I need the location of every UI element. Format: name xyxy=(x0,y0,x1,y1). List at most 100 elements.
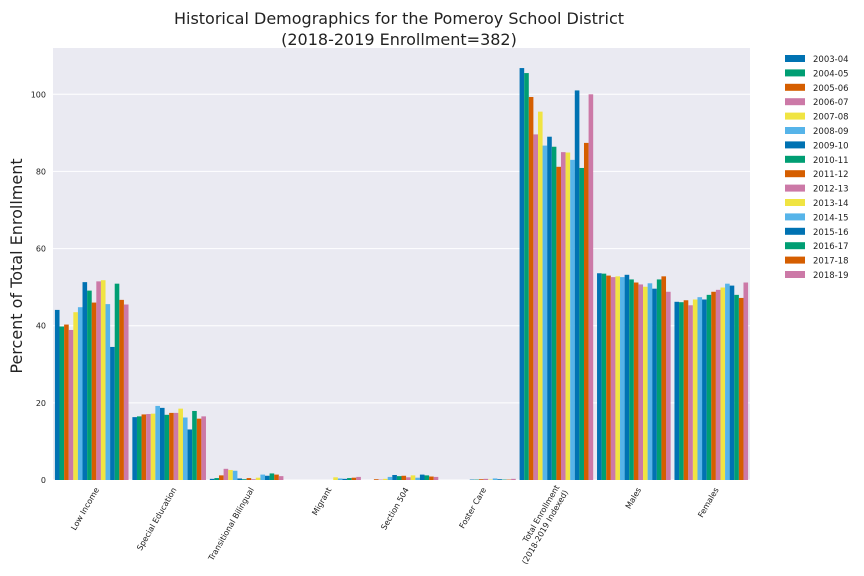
x-tick-label: Total Enrollment(2018-2019 Indexed) xyxy=(512,484,571,566)
bar xyxy=(164,414,170,480)
bar xyxy=(333,477,338,480)
y-axis-ticks: 0 20 40 60 80 100 xyxy=(31,90,46,485)
legend-label: 2010-11 xyxy=(813,156,849,166)
bar xyxy=(351,477,357,480)
bar xyxy=(565,152,571,480)
bar xyxy=(738,297,744,480)
bar xyxy=(620,277,625,480)
legend-swatch xyxy=(785,271,805,278)
bar xyxy=(597,273,602,480)
bar xyxy=(652,288,657,480)
bars xyxy=(54,68,749,481)
bar xyxy=(702,299,707,480)
bar xyxy=(387,476,393,480)
bar xyxy=(223,468,229,480)
bar xyxy=(182,417,188,480)
legend-swatch xyxy=(785,83,805,91)
bar xyxy=(537,111,543,480)
bar xyxy=(560,152,566,480)
bar xyxy=(73,312,78,480)
legend-swatch xyxy=(785,98,805,106)
bar xyxy=(533,134,538,480)
bar xyxy=(415,477,420,480)
bar xyxy=(419,474,425,480)
bar xyxy=(64,324,69,480)
bar xyxy=(528,96,534,481)
bar xyxy=(610,277,616,480)
legend-swatch xyxy=(785,256,805,264)
bar xyxy=(146,414,151,480)
bar xyxy=(232,470,238,480)
bar xyxy=(715,289,721,480)
bar xyxy=(734,294,739,480)
bar xyxy=(373,479,379,480)
legend-label: 2003-04 xyxy=(813,55,849,65)
chart-subtitle: (2018-2019 Enrollment=382) xyxy=(281,30,517,49)
bar xyxy=(201,416,206,480)
legend-label: 2004-05 xyxy=(813,69,849,79)
bar xyxy=(711,291,716,480)
bar xyxy=(246,478,252,480)
bar xyxy=(542,145,548,480)
bar xyxy=(547,136,552,480)
legend-swatch xyxy=(785,112,805,120)
legend-swatch xyxy=(785,55,805,62)
bar xyxy=(606,275,611,480)
legend-label: 2009-10 xyxy=(813,141,849,151)
bar xyxy=(551,146,557,481)
bar xyxy=(579,167,584,480)
legend-swatch xyxy=(785,199,805,206)
bar xyxy=(410,475,416,480)
bar xyxy=(706,294,712,480)
bar xyxy=(159,407,165,480)
x-tick-label: Transitional Bilingual xyxy=(206,486,256,563)
bar xyxy=(588,94,594,480)
bar xyxy=(729,285,735,480)
bar xyxy=(265,475,270,480)
bar xyxy=(433,476,439,480)
bar xyxy=(697,297,703,480)
legend-swatch xyxy=(785,69,805,77)
bar xyxy=(123,304,129,480)
bar xyxy=(87,290,92,480)
x-tick-label: Low Income xyxy=(69,486,101,532)
bar xyxy=(136,416,142,480)
bar xyxy=(274,474,279,480)
bar xyxy=(269,473,275,480)
x-tick-label: Males xyxy=(624,486,643,511)
bar xyxy=(424,475,430,480)
bar xyxy=(556,166,561,481)
bar xyxy=(688,305,693,480)
bar xyxy=(511,478,516,480)
bar xyxy=(356,476,361,480)
bar xyxy=(251,479,256,480)
bar xyxy=(347,478,352,480)
legend-label: 2015-16 xyxy=(813,228,849,238)
x-tick-label: Special Education xyxy=(135,486,178,552)
legend-swatch xyxy=(785,184,805,192)
bar xyxy=(214,478,220,480)
x-tick-label: Section 504 xyxy=(379,486,411,532)
bar xyxy=(624,274,630,480)
bar xyxy=(396,476,402,480)
bar xyxy=(492,478,498,480)
legend-label: 2006-07 xyxy=(813,98,849,108)
legend-label: 2018-19 xyxy=(813,271,849,281)
bar xyxy=(497,479,502,480)
legend-swatch xyxy=(785,127,805,134)
bar xyxy=(679,302,684,480)
bar xyxy=(337,478,343,480)
bar xyxy=(743,282,749,480)
y-axis-label: Percent of Total Enrollment xyxy=(7,158,26,373)
x-tick-label: Females xyxy=(696,486,720,519)
bar xyxy=(643,286,648,480)
y-tick-label: 40 xyxy=(36,322,46,331)
legend-swatch xyxy=(785,141,805,149)
bar xyxy=(666,291,671,480)
legend: 2003-04 2004-05 2005-06 2006-07 2007-08 2008-… xyxy=(785,55,849,281)
bar xyxy=(406,477,411,480)
legend-label: 2008-09 xyxy=(813,127,849,137)
bar xyxy=(110,346,115,480)
bar xyxy=(178,408,183,480)
